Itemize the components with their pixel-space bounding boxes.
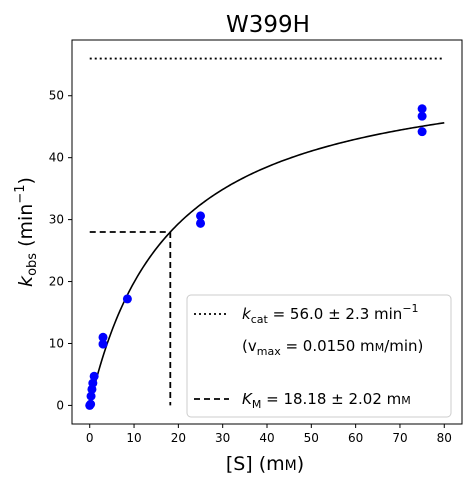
x-tick-label: 30 bbox=[215, 431, 230, 445]
fit-curve bbox=[88, 122, 445, 406]
data-point bbox=[98, 339, 108, 349]
y-axis-label-sup: −1 bbox=[13, 184, 28, 203]
legend-kcat-label: kcat = 56.0 ± 2.3 min−1 bbox=[242, 302, 419, 326]
legend-vmax-open: (v bbox=[242, 337, 257, 355]
legend-km-label: KM = 18.18 ± 2.02 mM bbox=[242, 390, 411, 411]
data-point bbox=[417, 127, 427, 137]
y-axis-label: kobs (min−1) bbox=[13, 177, 40, 287]
x-axis-label: [S] (mM) bbox=[226, 453, 304, 475]
data-point bbox=[98, 332, 108, 342]
legend-kcat-k: k bbox=[242, 305, 252, 323]
x-tick-label: 20 bbox=[171, 431, 186, 445]
legend-km-sub: M bbox=[252, 398, 262, 411]
legend-km-k: K bbox=[242, 390, 253, 408]
chart-title: W399H bbox=[226, 12, 310, 38]
legend-box bbox=[186, 294, 452, 418]
legend-vmax-sub: max bbox=[257, 345, 281, 358]
y-tick-label: 50 bbox=[49, 89, 64, 103]
data-point bbox=[122, 294, 132, 304]
x-axis-label-close: ) bbox=[297, 453, 304, 475]
y-axis-label-sub: obs bbox=[25, 253, 40, 276]
data-point bbox=[86, 391, 96, 401]
x-axis-ticks: 0 10 20 30 40 50 60 70 80 bbox=[86, 424, 452, 445]
x-axis-label-main: [S] (m bbox=[226, 453, 285, 475]
x-tick-label: 70 bbox=[392, 431, 407, 445]
x-tick-label: 40 bbox=[259, 431, 274, 445]
y-axis-ticks: 0 10 20 30 40 50 bbox=[49, 89, 72, 412]
y-tick-label: 30 bbox=[49, 213, 64, 227]
data-point bbox=[417, 104, 427, 114]
y-tick-label: 40 bbox=[49, 151, 64, 165]
x-tick-label: 10 bbox=[126, 431, 141, 445]
legend-kcat-text: = 56.0 ± 2.3 min bbox=[268, 305, 403, 323]
data-point bbox=[196, 211, 206, 221]
x-tick-label: 80 bbox=[437, 431, 452, 445]
legend-vmax-label: (vmax = 0.0150 mM/min) bbox=[242, 337, 423, 358]
legend-km-text: = 18.18 ± 2.02 m bbox=[261, 390, 401, 408]
y-tick-label: 20 bbox=[49, 275, 64, 289]
y-axis-label-close: ) bbox=[15, 177, 37, 184]
x-tick-label: 60 bbox=[348, 431, 363, 445]
legend-vmax-text: = 0.0150 m bbox=[281, 337, 375, 355]
data-point bbox=[86, 399, 96, 409]
legend-km-unit: M bbox=[401, 394, 411, 407]
data-point bbox=[88, 378, 98, 388]
data-points bbox=[85, 104, 427, 410]
data-point bbox=[89, 371, 99, 381]
y-tick-label: 10 bbox=[49, 336, 64, 350]
legend-vmax-close: /min) bbox=[384, 337, 423, 355]
y-axis-label-k: k bbox=[15, 275, 37, 287]
data-point bbox=[417, 111, 427, 121]
x-axis-label-unit: M bbox=[285, 458, 297, 474]
legend-vmax-unit: M bbox=[375, 341, 385, 354]
lines-layer bbox=[88, 57, 445, 406]
y-axis-label-paren: (min bbox=[15, 204, 37, 253]
legend: kcat = 56.0 ± 2.3 min−1 (vmax = 0.0150 m… bbox=[186, 294, 452, 418]
legend-kcat-sub: cat bbox=[251, 313, 269, 326]
legend-kcat-sup: −1 bbox=[402, 302, 418, 315]
x-tick-label: 0 bbox=[86, 431, 94, 445]
data-point bbox=[196, 218, 206, 228]
x-tick-label: 50 bbox=[304, 431, 319, 445]
y-tick-label: 0 bbox=[56, 398, 64, 412]
